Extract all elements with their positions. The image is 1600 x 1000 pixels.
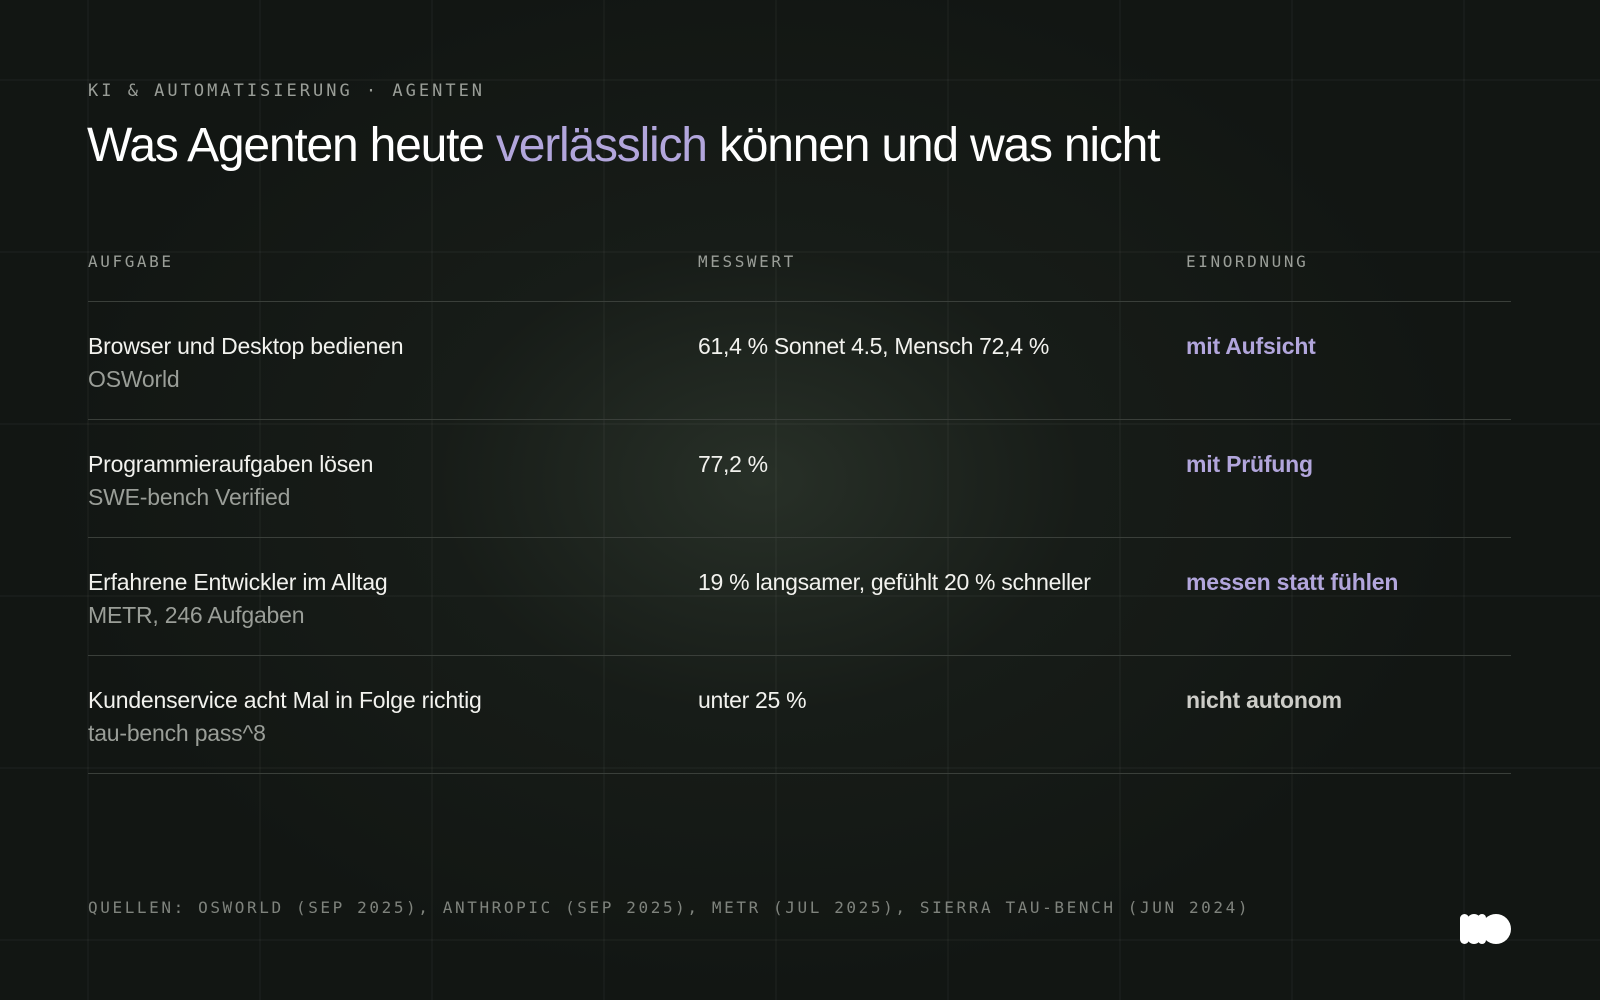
task-label: Programmieraufgaben lösen — [88, 451, 374, 477]
table-header-row: AUFGABE MESSWERT EINORDNUNG — [88, 240, 1511, 302]
section-kicker: KI & AUTOMATISIERUNG · AGENTEN — [88, 81, 486, 101]
table-row: Kundenservice acht Mal in Folge richtig … — [88, 656, 1511, 774]
column-header-rating: EINORDNUNG — [1186, 252, 1309, 271]
title-part-after: können und was nicht — [706, 119, 1161, 172]
task-label: Browser und Desktop bedienen — [88, 333, 404, 359]
task-label: Kundenservice acht Mal in Folge richtig — [88, 687, 482, 713]
rating-label: messen statt fühlen — [1186, 569, 1399, 595]
task-source: OSWorld — [88, 366, 180, 392]
capability-table: AUFGABE MESSWERT EINORDNUNG Browser und … — [88, 240, 1511, 774]
task-source: SWE-bench Verified — [88, 484, 291, 510]
table-row: Erfahrene Entwickler im Alltag METR, 246… — [88, 538, 1511, 656]
rating-label: nicht autonom — [1186, 687, 1342, 713]
column-header-task: AUFGABE — [88, 252, 174, 271]
table-row: Programmieraufgaben lösen SWE-bench Veri… — [88, 420, 1511, 538]
brand-logo-icon — [1460, 914, 1511, 944]
task-source: METR, 246 Aufgaben — [88, 602, 305, 628]
sources-footnote: QUELLEN: OSWORLD (SEP 2025), ANTHROPIC (… — [88, 898, 1251, 917]
title-accent-word: verlässlich — [495, 119, 708, 172]
task-label: Erfahrene Entwickler im Alltag — [88, 569, 388, 595]
task-source: tau-bench pass^8 — [88, 720, 266, 746]
rating-label: mit Prüfung — [1186, 451, 1313, 477]
metric-value: 19 % langsamer, gefühlt 20 % schneller — [698, 569, 1091, 595]
table-row: Browser und Desktop bedienen OSWorld 61,… — [88, 302, 1511, 420]
metric-value: 61,4 % Sonnet 4.5, Mensch 72,4 % — [698, 333, 1049, 359]
metric-value: 77,2 % — [698, 451, 768, 477]
rating-label: mit Aufsicht — [1186, 333, 1316, 359]
column-header-metric: MESSWERT — [698, 252, 796, 271]
title-part-before: Was Agenten heute — [87, 119, 496, 172]
page-title: Was Agenten heute verlässlich können und… — [87, 118, 1161, 173]
metric-value: unter 25 % — [698, 687, 807, 713]
